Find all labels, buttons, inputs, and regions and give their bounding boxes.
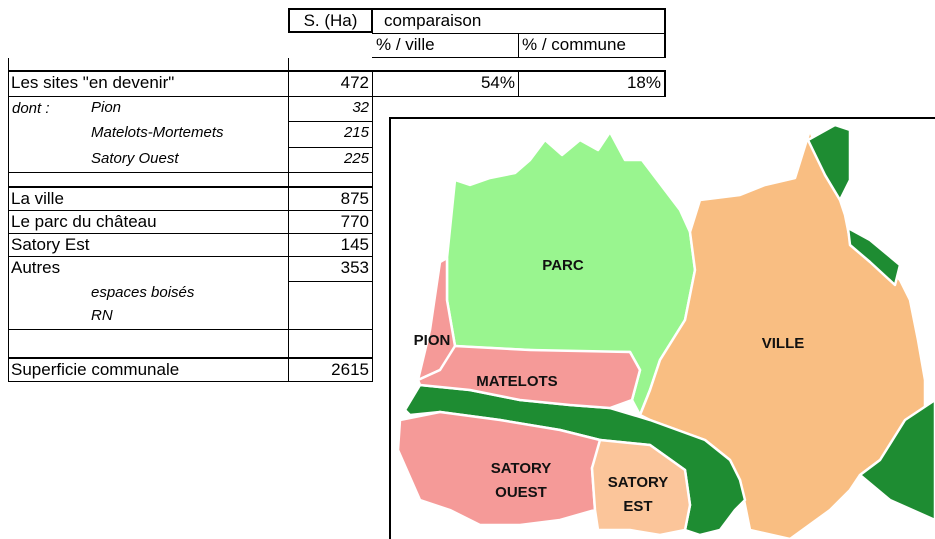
- spacer: [8, 173, 289, 187]
- cell: 875: [288, 187, 373, 211]
- map-label: EST: [623, 498, 652, 515]
- row-label: RN: [8, 305, 289, 330]
- map-label: OUEST: [495, 484, 547, 501]
- rule: [288, 58, 289, 72]
- row-label: La ville: [8, 187, 289, 211]
- spacer: [288, 173, 373, 187]
- cell: 353: [288, 257, 373, 282]
- map-frame: [389, 117, 935, 539]
- cell: 18%: [518, 72, 666, 97]
- row-label: Superficie communale: [8, 358, 289, 382]
- zone-satory-est: [590, 438, 692, 537]
- cell: 32: [288, 97, 373, 122]
- row-label: Pion: [8, 97, 289, 122]
- header-cell: S. (Ha): [288, 8, 373, 33]
- zone-forest: [858, 398, 935, 522]
- map-label: PION: [414, 332, 451, 349]
- spacer: [288, 330, 373, 358]
- row-label: Satory Ouest: [8, 148, 289, 173]
- map-label: MATELOTS: [476, 373, 557, 390]
- cell: 215: [288, 122, 373, 148]
- cell: 2615: [288, 358, 373, 382]
- cell: [288, 305, 373, 330]
- zone-matelots: [416, 344, 642, 410]
- cell: 472: [288, 72, 373, 97]
- row-label: Le parc du château: [8, 211, 289, 234]
- row-label: espaces boisés: [8, 282, 289, 305]
- cell: 54%: [372, 72, 519, 97]
- cell: 145: [288, 234, 373, 257]
- cell: 225: [288, 148, 373, 173]
- header-cell: % / commune: [518, 33, 666, 58]
- map-label: VILLE: [762, 335, 805, 352]
- header-cell: % / ville: [372, 33, 519, 58]
- rule: [8, 70, 666, 72]
- map-label: SATORY: [608, 474, 669, 491]
- map-label: PARC: [542, 257, 584, 274]
- rule: [8, 58, 9, 72]
- cell: 770: [288, 211, 373, 234]
- cell: [288, 282, 373, 305]
- row-label: Autres: [8, 257, 289, 282]
- row-label: Matelots-Mortemets: [8, 122, 289, 148]
- zone-forest: [846, 226, 902, 287]
- map-label: SATORY: [491, 460, 552, 477]
- row-label: Les sites "en devenir": [8, 72, 289, 97]
- header-cell: comparaison: [372, 8, 666, 33]
- row-label: Satory Est: [8, 234, 289, 257]
- zone-forest: [806, 123, 852, 202]
- spacer: [8, 330, 289, 358]
